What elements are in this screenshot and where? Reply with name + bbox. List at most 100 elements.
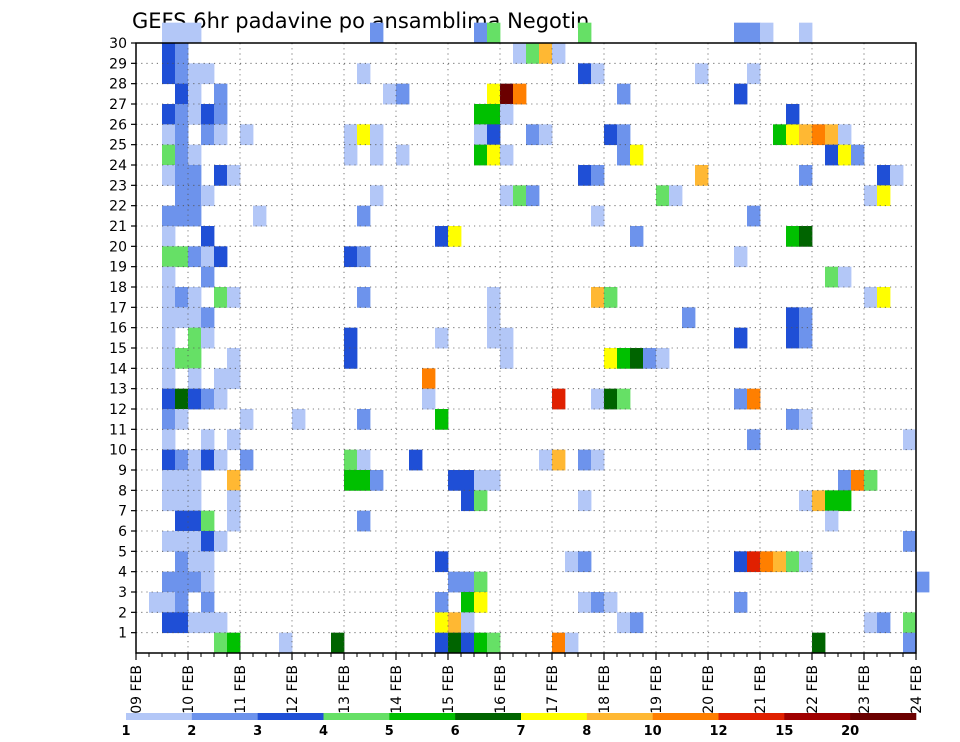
y-tick-label: 11	[109, 422, 127, 438]
heatmap-cell	[591, 388, 605, 410]
heatmap-cell	[539, 43, 553, 64]
x-tick-label: 13 FEB	[337, 665, 353, 714]
heatmap-cell	[175, 43, 189, 64]
heatmap-cell	[357, 63, 371, 85]
heatmap-cell	[903, 632, 917, 654]
y-tick-label: 17	[109, 300, 127, 316]
heatmap-cell	[617, 83, 631, 105]
heatmap-cell	[162, 449, 176, 471]
grid-layer	[136, 43, 916, 653]
heatmap-cell	[500, 104, 514, 125]
heatmap-cell	[201, 612, 215, 634]
heatmap-cell	[344, 470, 358, 491]
y-tick-label: 10	[109, 443, 127, 459]
heatmap-cell	[448, 226, 462, 247]
heatmap-cell	[175, 592, 189, 613]
colorbar-swatch	[521, 713, 588, 720]
heatmap-cell	[175, 531, 189, 552]
heatmap-cell	[825, 144, 839, 166]
heatmap-cell	[500, 144, 514, 166]
heatmap-cell	[162, 531, 176, 552]
heatmap-cell	[227, 348, 241, 369]
heatmap-cell	[630, 348, 644, 369]
heatmap-cell	[201, 307, 215, 329]
heatmap-cell	[175, 449, 189, 471]
heatmap-cell	[214, 612, 228, 634]
x-tick-label: 20 FEB	[701, 665, 717, 714]
heatmap-cell	[175, 510, 189, 532]
heatmap-cell	[175, 571, 189, 593]
heatmap-cell	[500, 185, 514, 207]
heatmap-cell	[617, 348, 631, 369]
heatmap-cell	[864, 185, 878, 207]
heatmap-cell	[734, 246, 748, 268]
heatmap-cell	[864, 612, 878, 634]
heatmap-cell	[214, 632, 228, 654]
heatmap-cell	[877, 287, 891, 308]
heatmap-cell	[461, 592, 475, 613]
colorbar-label: 12	[709, 724, 727, 739]
heatmap-cell	[188, 510, 202, 532]
heatmap-cell	[851, 470, 865, 491]
heatmap-cell	[487, 22, 501, 44]
heatmap-cell	[864, 470, 878, 491]
heatmap-cell	[487, 632, 501, 654]
heatmap-cell	[812, 490, 826, 512]
heatmap-cell	[448, 632, 462, 654]
heatmap-cell	[474, 124, 488, 146]
heatmap-cell	[188, 612, 202, 634]
colorbar-label: 6	[451, 724, 460, 739]
heatmap-cell	[175, 205, 189, 227]
heatmap-cell	[838, 470, 852, 491]
heatmap-cell	[175, 388, 189, 410]
heatmap-cell	[682, 307, 696, 329]
cells-layer	[149, 22, 930, 654]
heatmap-cell	[201, 551, 215, 573]
heatmap-cell	[630, 612, 644, 634]
y-tick-label: 6	[118, 524, 127, 540]
heatmap-cell	[175, 287, 189, 308]
heatmap-cell	[474, 632, 488, 654]
heatmap-cell	[175, 63, 189, 85]
x-tick-label: 15 FEB	[441, 665, 457, 714]
heatmap-cell	[539, 449, 553, 471]
heatmap-cell	[747, 22, 761, 44]
heatmap-cell	[591, 449, 605, 471]
heatmap-cell	[591, 63, 605, 85]
heatmap-cell	[747, 205, 761, 227]
heatmap-cell	[175, 246, 189, 268]
heatmap-cell	[162, 104, 176, 125]
heatmap-cell	[617, 124, 631, 146]
colorbar-label: 3	[253, 724, 262, 739]
heatmap-cell	[487, 124, 501, 146]
colorbar-label: 1	[121, 724, 130, 739]
heatmap-cell	[448, 571, 462, 593]
colorbar-label: 4	[319, 724, 328, 739]
y-tick-label: 29	[109, 56, 127, 72]
heatmap-cell	[435, 551, 449, 573]
heatmap-cell	[188, 205, 202, 227]
heatmap-cell	[461, 490, 475, 512]
heatmap-cell	[344, 246, 358, 268]
heatmap-cell	[214, 388, 228, 410]
heatmap-cell	[214, 83, 228, 105]
heatmap-cell	[162, 144, 176, 166]
heatmap-cell	[162, 470, 176, 491]
heatmap-cell	[734, 388, 748, 410]
heatmap-cell	[539, 124, 553, 146]
heatmap-cell	[617, 612, 631, 634]
heatmap-cell	[240, 124, 254, 146]
heatmap-cell	[175, 185, 189, 207]
heatmap-cell	[695, 63, 709, 85]
heatmap-cell	[175, 470, 189, 491]
heatmap-cell	[773, 551, 787, 573]
y-tick-labels: 1234567891011121314151617181920212223242…	[109, 36, 127, 642]
heatmap-cell	[435, 632, 449, 654]
colorbar-label: 15	[775, 724, 793, 739]
heatmap-cell	[201, 124, 215, 146]
heatmap-cell	[435, 409, 449, 430]
y-tick-label: 2	[118, 605, 127, 621]
heatmap-cell	[474, 104, 488, 125]
y-tick-label: 16	[109, 321, 127, 337]
colorbar-label: 20	[841, 724, 859, 739]
